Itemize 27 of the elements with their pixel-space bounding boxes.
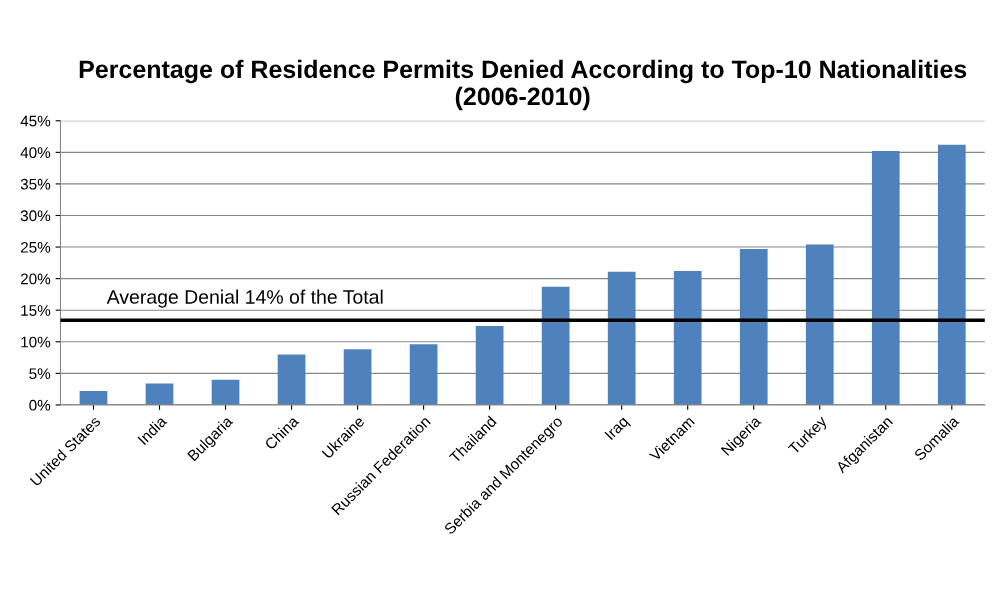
bar	[211, 379, 240, 405]
bar	[409, 344, 438, 405]
bar	[805, 244, 834, 405]
y-tick-label: 10%	[21, 336, 51, 348]
y-tick-label: 35%	[20, 178, 51, 190]
y-tick-label: 45%	[20, 115, 51, 127]
bar	[739, 248, 768, 405]
y-tick-label: 15%	[21, 305, 51, 316]
ref-line-label: Average Denial 14% of the Total	[106, 289, 383, 308]
bar	[79, 391, 108, 405]
y-tick-label: 0%	[29, 399, 51, 411]
bar	[541, 286, 570, 405]
bar	[673, 271, 702, 405]
y-tick-label: 20%	[20, 273, 51, 285]
y-tick-label: 30%	[20, 210, 51, 222]
y-tick-label: 5%	[29, 368, 51, 380]
bar	[937, 144, 966, 405]
x-tick-label: Iraq	[604, 415, 632, 443]
bar	[871, 151, 900, 405]
y-tick-label: 25%	[20, 241, 51, 253]
chart-title: Percentage of Residence Permits Denied According to Top-10 Nationalities (2006-2010)	[79, 59, 967, 111]
bar	[475, 325, 504, 405]
bar	[277, 354, 306, 405]
y-tick-label: 40%	[20, 147, 51, 159]
bar	[343, 349, 372, 405]
bar	[607, 271, 636, 405]
bar	[145, 383, 174, 405]
